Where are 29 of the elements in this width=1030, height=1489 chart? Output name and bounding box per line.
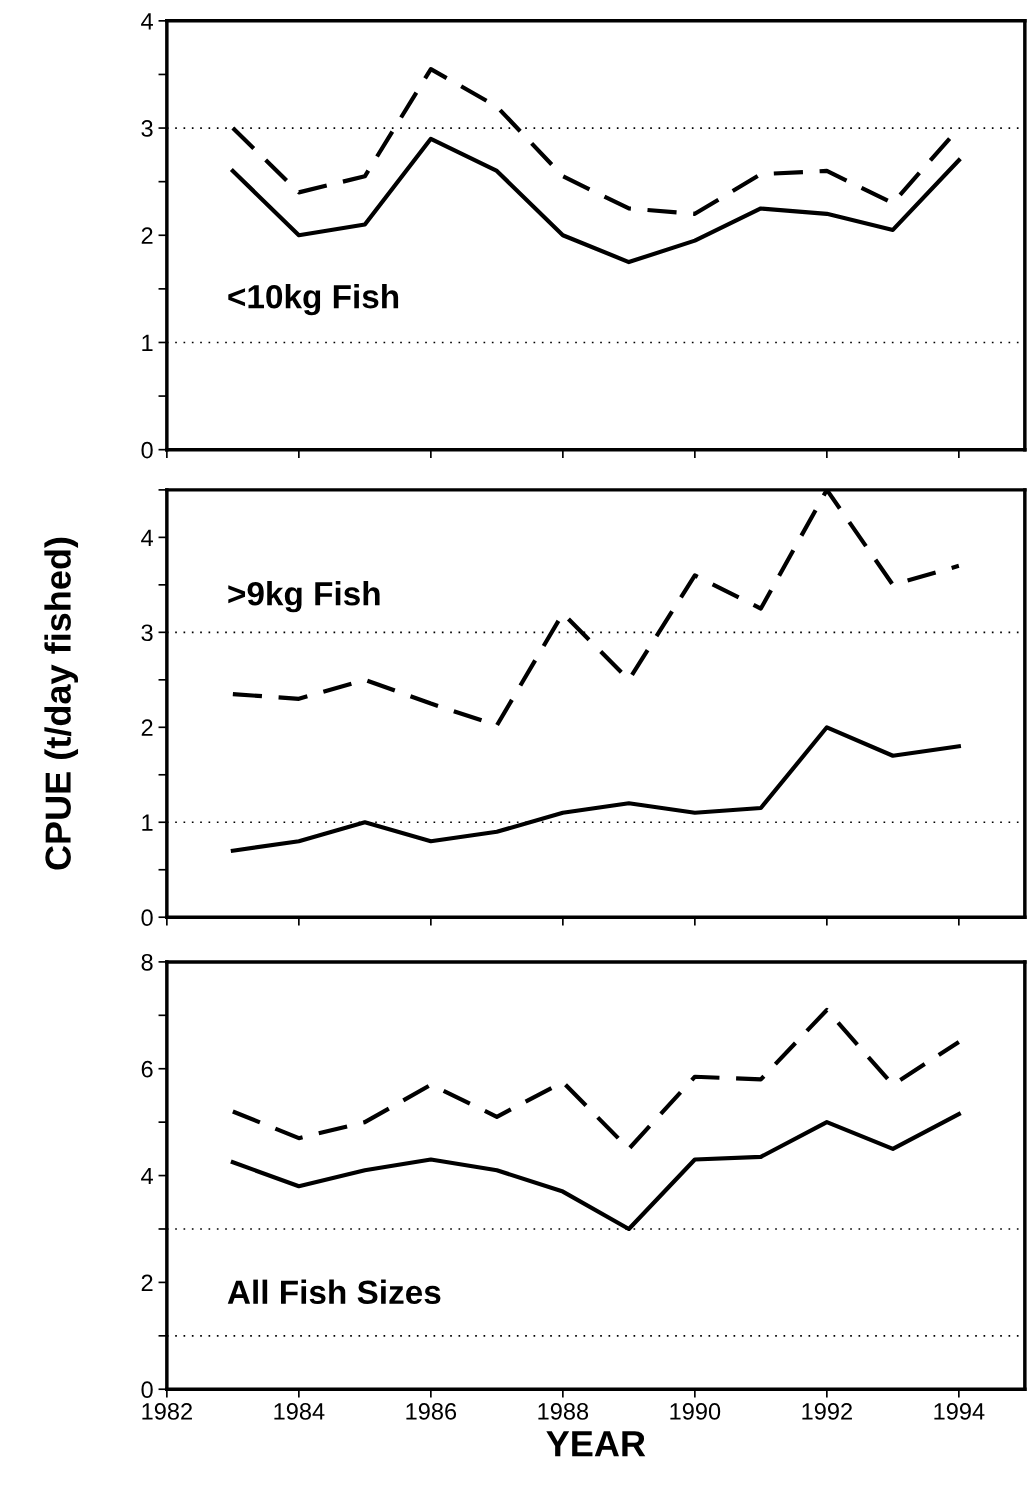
y-tick-label: 2 bbox=[141, 719, 153, 736]
x-tick-label: 1982 bbox=[142, 1403, 192, 1420]
y-tick-label: 8 bbox=[141, 953, 153, 971]
y-tick-label: 3 bbox=[141, 624, 153, 642]
x-tick-label: 1986 bbox=[406, 1403, 457, 1420]
x-tick-label: 1990 bbox=[670, 1403, 721, 1420]
x-axis-title: YEAR bbox=[546, 1431, 646, 1457]
y-tick-label: 1 bbox=[142, 814, 153, 831]
line-series bbox=[230, 136, 961, 265]
y-tick-label: 1 bbox=[142, 334, 153, 352]
annotation: All Fish Sizes bbox=[227, 1279, 441, 1305]
x-tick-label: 1988 bbox=[538, 1403, 589, 1420]
line-series bbox=[230, 1007, 961, 1151]
y-tick-label: 4 bbox=[141, 1167, 153, 1185]
y-tick-label: 0 bbox=[141, 1381, 153, 1399]
y-tick-label: 3 bbox=[141, 120, 153, 137]
y-tick-label: 6 bbox=[141, 1060, 153, 1078]
y-tick-label: 2 bbox=[141, 227, 153, 244]
y-tick-label: 4 bbox=[141, 529, 153, 546]
x-tick-label: 1984 bbox=[274, 1403, 325, 1420]
y-tick-label: 4 bbox=[141, 13, 153, 30]
y-axis-title: CPUE (t/day fished) bbox=[44, 537, 79, 870]
y-tick-label: 0 bbox=[141, 909, 153, 927]
y-tick-label: 0 bbox=[141, 441, 153, 459]
x-tick-label: 1994 bbox=[934, 1403, 985, 1420]
y-tick-label: 2 bbox=[141, 1274, 153, 1291]
annotation: <10kg Fish bbox=[228, 284, 399, 316]
x-tick-label: 1992 bbox=[802, 1403, 852, 1420]
annotation: >9kg Fish bbox=[228, 581, 380, 613]
